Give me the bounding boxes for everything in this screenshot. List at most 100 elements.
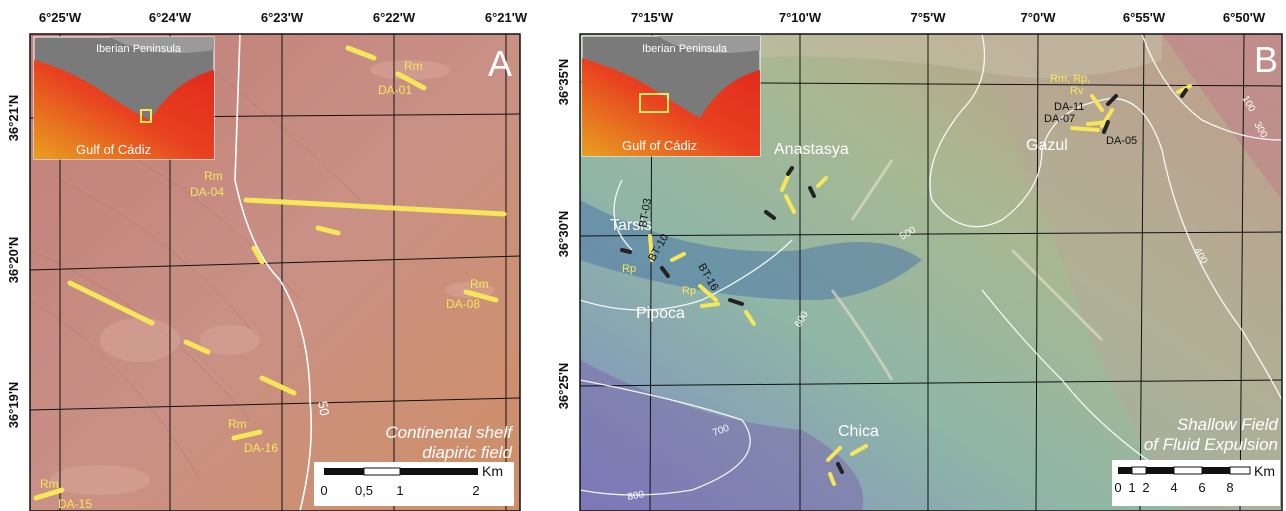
sample-label: BT-03 xyxy=(637,198,654,229)
panel-letter: B xyxy=(1254,39,1278,80)
sample-track xyxy=(1180,88,1188,98)
sample-track xyxy=(67,280,155,326)
rock-type-label: Rm xyxy=(404,59,423,73)
sample-track xyxy=(784,194,796,214)
contour-line xyxy=(579,239,793,311)
sample-label: DA-15 xyxy=(58,497,92,511)
contour-line xyxy=(579,379,751,496)
lon-label: 6°23'W xyxy=(261,10,304,25)
scale-tick: 1 xyxy=(396,483,403,498)
scale-tick: 2 xyxy=(472,483,479,498)
sample-track xyxy=(33,487,65,501)
lon-label: 6°55'W xyxy=(1123,10,1166,25)
sample-label: DA-08 xyxy=(446,297,480,311)
sample-track xyxy=(251,245,265,265)
inset-map: Iberian Peninsula Gulf of Cádiz xyxy=(581,35,761,157)
rock-type-label: Rm xyxy=(204,169,223,183)
sample-track xyxy=(243,197,507,217)
inset-gulf-label: Gulf of Cádiz xyxy=(76,142,151,157)
sample-track xyxy=(780,174,790,192)
field-title: Continental shelf xyxy=(385,423,514,442)
lon-label: 6°25'W xyxy=(39,10,82,25)
sample-track xyxy=(1106,94,1118,106)
scale-tick: 2 xyxy=(1142,480,1149,495)
lon-label: 6°24'W xyxy=(149,10,192,25)
sample-track xyxy=(259,375,297,396)
sample-track xyxy=(315,225,341,236)
scale-tick: 0 xyxy=(1114,480,1121,495)
sample-label: DA-16 xyxy=(244,441,278,455)
inset-map: Iberian Peninsula Gulf of Cádiz xyxy=(33,36,215,160)
scale-tick: 4 xyxy=(1170,480,1177,495)
rock-type-label: Rp xyxy=(622,263,636,275)
rock-type-label: Rm, Rp, xyxy=(1050,73,1090,85)
map-area-a: 50 Rm DA-01 Rm DA-04 Rm DA-08 Rm DA-16 R… xyxy=(29,33,521,511)
rock-type-label: Rm xyxy=(470,277,489,291)
panel-letter: A xyxy=(488,43,512,84)
sample-track xyxy=(850,444,868,456)
volcano-label: Pipoca xyxy=(636,305,685,322)
inset-region-label: Iberian Peninsula xyxy=(96,43,182,55)
sample-label: DA-01 xyxy=(378,83,412,97)
scale-bar: Km 0 1 2 4 6 8 xyxy=(1112,460,1280,506)
rock-type-label: Rv xyxy=(1070,85,1084,97)
lon-label: 7°15'W xyxy=(631,10,674,25)
scale-tick: 6 xyxy=(1198,480,1205,495)
scale-tick: 1 xyxy=(1128,480,1135,495)
lon-label: 6°21'W xyxy=(485,10,528,25)
sample-label: DA-05 xyxy=(1106,135,1137,147)
volcano-label: Tarsis xyxy=(610,217,652,234)
scale-tick: 0 xyxy=(320,483,327,498)
sample-label: DA-07 xyxy=(1044,113,1075,125)
sample-label: DA-11 xyxy=(1054,101,1084,113)
sample-track xyxy=(620,248,632,254)
sample-track xyxy=(700,302,720,308)
map-panel-b: 7°15'W 7°10'W 7°5'W 7°0'W 6°55'W 6°50'W … xyxy=(556,10,1283,511)
contour-line xyxy=(613,179,633,251)
scale-unit: Km xyxy=(1254,463,1275,479)
sample-track xyxy=(826,446,842,462)
sample-track xyxy=(231,429,263,441)
rock-type-label: Rm xyxy=(40,477,59,491)
field-title: of Fluid Expulsion xyxy=(1144,435,1278,454)
sample-label: DA-04 xyxy=(190,185,224,199)
lat-label: 36°25'N xyxy=(556,363,571,410)
sample-track xyxy=(816,176,828,188)
inset-region-label: Iberian Peninsula xyxy=(642,43,728,55)
sample-track xyxy=(1090,94,1104,112)
scale-tick: 8 xyxy=(1226,480,1233,495)
sample-track xyxy=(764,210,776,220)
sample-track xyxy=(395,71,427,91)
lat-label: 36°35'N xyxy=(556,59,571,106)
volcano-label: Chica xyxy=(838,423,879,440)
lat-label: 36°21'N xyxy=(6,95,21,142)
field-title: Shallow Field xyxy=(1177,415,1279,434)
sample-track xyxy=(1100,108,1114,128)
scale-unit: Km xyxy=(482,463,503,479)
lat-label: 36°30'N xyxy=(556,211,571,258)
rock-type-label: Rp xyxy=(682,285,696,297)
scale-bar: Km 0 0,5 1 2 xyxy=(314,462,514,506)
field-title: diapiric field xyxy=(422,443,512,462)
lon-label: 7°0'W xyxy=(1020,10,1056,25)
sample-track xyxy=(1070,126,1100,132)
rock-type-label: Rm xyxy=(228,417,247,431)
lon-label: 7°10'W xyxy=(779,10,822,25)
contour-line xyxy=(929,33,1283,401)
lon-label: 7°5'W xyxy=(910,10,946,25)
map-panel-a: 6°25'W 6°24'W 6°23'W 6°22'W 6°21'W 36°21… xyxy=(6,10,528,511)
contour-label: 800 xyxy=(627,489,646,503)
sample-track xyxy=(183,339,211,355)
sample-track xyxy=(1176,84,1192,94)
contour-label: 50 xyxy=(315,400,332,417)
lat-label: 36°19'N xyxy=(6,382,21,429)
map-area-b: 100 300 500 600 400 700 800 500 xyxy=(579,33,1283,511)
sample-track xyxy=(808,186,816,198)
contour-line xyxy=(1141,33,1283,141)
scale-tick: 0,5 xyxy=(355,483,373,498)
lat-label: 36°20'N xyxy=(6,237,21,284)
volcano-label: Gazul xyxy=(1026,137,1068,154)
sample-track xyxy=(648,234,654,262)
sample-track xyxy=(670,252,686,262)
volcano-label: Anastasya xyxy=(774,141,849,158)
